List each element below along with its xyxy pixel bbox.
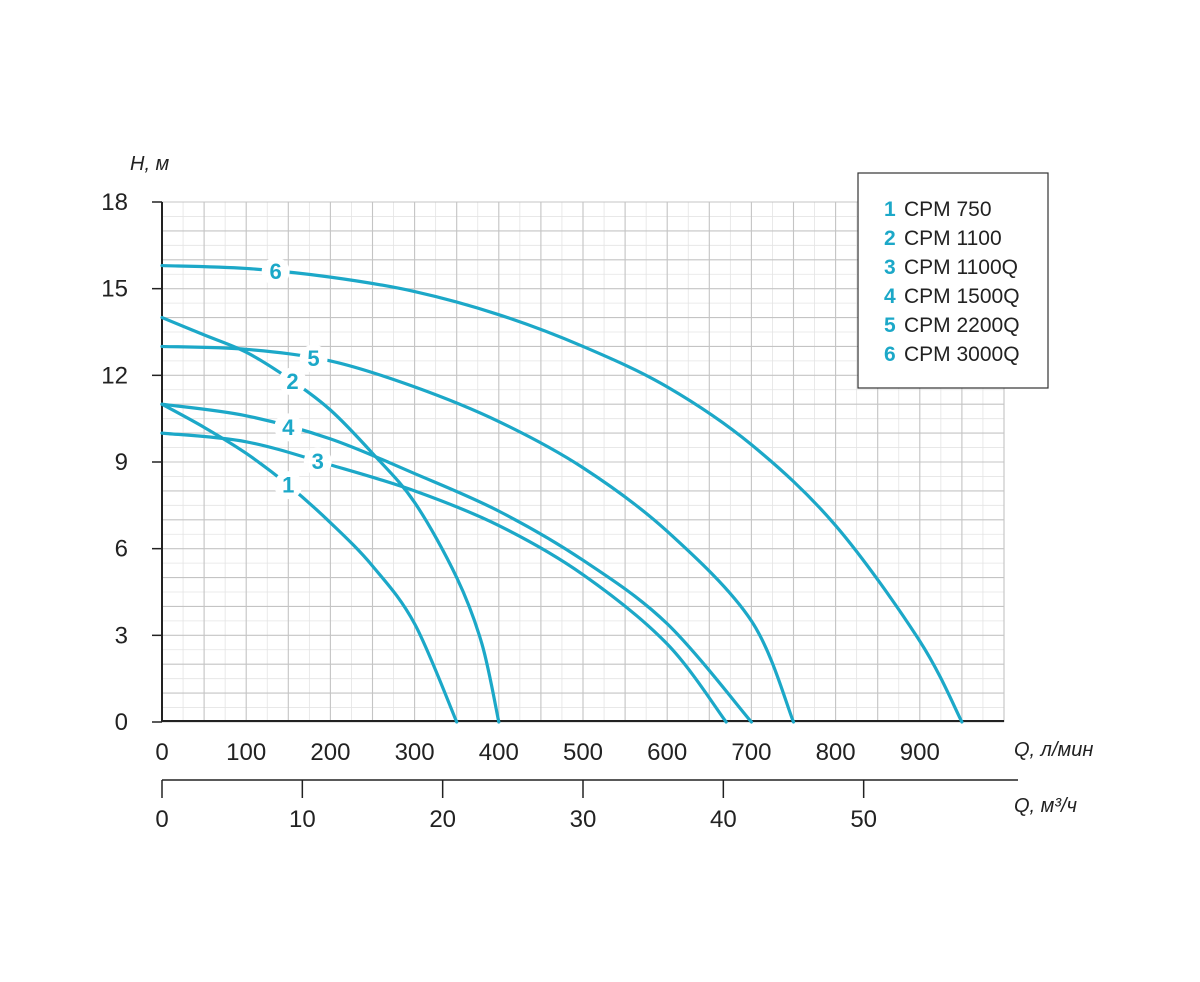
x2-tick-label: 10 — [289, 806, 316, 833]
curve-label-5: 5 — [307, 346, 319, 371]
x-tick-label: 500 — [563, 739, 603, 766]
x-tick-label: 400 — [479, 739, 519, 766]
y-tick-label: 6 — [115, 536, 128, 563]
curve-2 — [160, 315, 501, 724]
x-tick-label: 300 — [395, 739, 435, 766]
x2-tick-label: 0 — [155, 806, 168, 833]
legend-series-name: CPM 1100 — [904, 227, 1002, 250]
curve-label-bg — [261, 257, 290, 286]
curve-1 — [160, 402, 459, 724]
y-tick-label: 0 — [115, 709, 128, 736]
curve-4 — [160, 402, 753, 724]
legend-items: 1 CPM 750 2 CPM 1100 3 CPM 1100Q 4 CPM 1500Q 5 CP… — [884, 198, 1020, 366]
y-tick-label: 3 — [115, 622, 128, 649]
legend-series-name: CPM 1500Q — [904, 285, 1020, 308]
curve-label-bg — [278, 367, 307, 396]
curve-label-2: 2 — [286, 369, 298, 394]
pump-curves — [160, 263, 964, 724]
x-axis-title: Q, л/мин — [1014, 739, 1093, 761]
x-tick-label: 700 — [731, 739, 771, 766]
curve-label-6: 6 — [270, 259, 282, 284]
x2-tick-label: 20 — [429, 806, 456, 833]
x-axis-secondary-ticks: 0 10 20 30 40 50 — [155, 780, 877, 833]
y-axis-ticks: 0 3 6 9 12 15 18 — [101, 189, 162, 736]
legend-number: 3 — [884, 256, 896, 279]
curve-5 — [160, 344, 796, 724]
curve-label-1: 1 — [282, 473, 294, 498]
curve-label-bg — [299, 344, 328, 373]
x-axis-secondary-title: Q, м³/ч — [1014, 795, 1077, 817]
legend-series-name: CPM 2200Q — [904, 314, 1020, 337]
y-tick-label: 12 — [101, 362, 128, 389]
x2-tick-label: 30 — [570, 806, 597, 833]
x2-tick-label: 40 — [710, 806, 737, 833]
curve-6 — [160, 263, 964, 724]
curve-label-bg — [274, 471, 303, 500]
y-tick-label: 9 — [115, 449, 128, 476]
legend-series-name: CPM 750 — [904, 198, 992, 221]
legend: 1 CPM 750 2 CPM 1100 3 CPM 1100Q 4 CPM 1500Q 5 CP… — [857, 172, 1049, 389]
legend-number: 1 — [884, 198, 896, 221]
y-tick-label: 15 — [101, 276, 128, 303]
curve-3 — [160, 431, 728, 724]
x-tick-label: 200 — [310, 739, 350, 766]
x-tick-label: 0 — [155, 739, 168, 766]
x-tick-label: 900 — [900, 739, 940, 766]
legend-series-name: CPM 1100Q — [904, 256, 1018, 279]
legend-number: 6 — [884, 343, 896, 366]
legend-series-name: CPM 3000Q — [904, 343, 1020, 366]
y-axis-title: H, м — [130, 153, 170, 175]
y-tick-label: 18 — [101, 189, 128, 216]
x-tick-label: 800 — [816, 739, 856, 766]
curve-label-3: 3 — [312, 449, 324, 474]
x-tick-label: 600 — [647, 739, 687, 766]
curve-label-bg — [274, 413, 303, 442]
x-axis-ticks: 0 100 200 300 400 500 600 700 800 900 — [155, 739, 940, 766]
legend-box — [857, 172, 1049, 389]
legend-number: 4 — [884, 285, 896, 308]
x-tick-label: 100 — [226, 739, 266, 766]
legend-number: 2 — [884, 227, 896, 250]
curve-labels: 1 2 34 5 6 — [261, 257, 332, 500]
legend-number: 5 — [884, 314, 896, 337]
curve-label-4: 4 — [282, 415, 295, 440]
curve-label-bg — [303, 447, 332, 476]
x2-tick-label: 50 — [850, 806, 877, 833]
